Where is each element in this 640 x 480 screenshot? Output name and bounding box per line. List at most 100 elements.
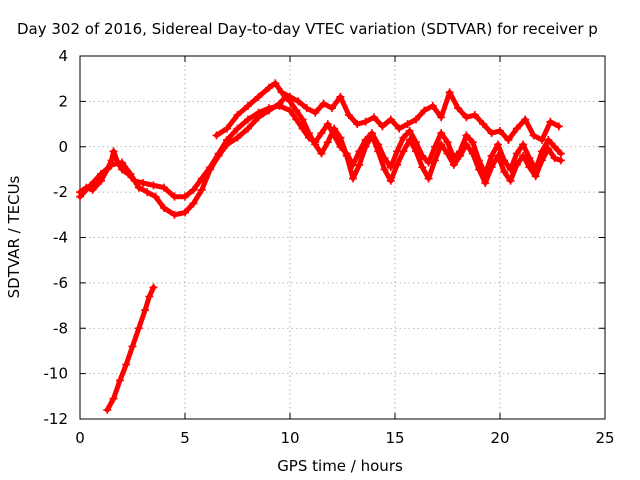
y-tick-label: 0 bbox=[58, 138, 68, 156]
data-point bbox=[317, 149, 326, 158]
data-point bbox=[330, 124, 339, 133]
data-point bbox=[118, 158, 126, 167]
data-point bbox=[521, 115, 530, 124]
data-point bbox=[554, 122, 563, 131]
data-point bbox=[479, 120, 488, 129]
data-point bbox=[244, 115, 252, 124]
data-point bbox=[328, 104, 336, 113]
data-point bbox=[512, 149, 521, 158]
data-point bbox=[405, 135, 414, 144]
data-point bbox=[170, 192, 179, 201]
data-point bbox=[126, 169, 135, 178]
data-point bbox=[323, 120, 332, 129]
data-point bbox=[437, 140, 446, 149]
data-point bbox=[139, 179, 147, 188]
data-point bbox=[399, 147, 408, 156]
data-point bbox=[206, 165, 215, 174]
data-point bbox=[529, 131, 538, 140]
data-point bbox=[504, 135, 513, 144]
data-point bbox=[462, 113, 471, 122]
y-tick-label: -8 bbox=[53, 319, 68, 337]
data-point bbox=[550, 154, 559, 163]
data-point bbox=[107, 160, 116, 169]
data-point bbox=[141, 306, 150, 315]
data-point bbox=[344, 110, 353, 119]
x-tick-label: 20 bbox=[490, 429, 509, 447]
data-point bbox=[115, 376, 124, 385]
data-point bbox=[342, 151, 351, 160]
data-point bbox=[233, 133, 242, 142]
data-point bbox=[197, 185, 206, 194]
data-point bbox=[122, 360, 131, 369]
x-tick-label: 25 bbox=[595, 429, 614, 447]
data-point bbox=[443, 149, 452, 158]
x-tick-label: 15 bbox=[385, 429, 404, 447]
data-point bbox=[412, 115, 420, 124]
data-point bbox=[468, 138, 477, 147]
data-point bbox=[353, 120, 362, 129]
data-point bbox=[403, 120, 412, 129]
data-point bbox=[437, 113, 446, 122]
data-point bbox=[286, 92, 294, 101]
axis-tick-labels: 0 5 10 15 20 25 -12 -10 -8 -6 -4 -2 0 2 4 bbox=[44, 47, 615, 447]
data-point bbox=[456, 151, 465, 160]
data-point bbox=[143, 188, 152, 197]
data-point bbox=[512, 160, 521, 169]
data-point bbox=[531, 172, 540, 181]
data-point bbox=[399, 133, 408, 142]
data-point bbox=[244, 101, 252, 110]
data-point bbox=[428, 101, 437, 110]
data-point bbox=[361, 142, 370, 151]
data-point bbox=[181, 192, 189, 201]
data-point bbox=[244, 124, 252, 133]
data-point bbox=[265, 106, 273, 115]
data-point bbox=[374, 147, 383, 156]
data-point bbox=[445, 88, 454, 97]
data-point bbox=[405, 126, 414, 135]
data-point bbox=[395, 124, 404, 133]
x-axis-label: GPS time / hours bbox=[277, 457, 403, 475]
data-point bbox=[160, 183, 168, 192]
data-point bbox=[223, 124, 231, 133]
data-point bbox=[88, 185, 97, 194]
data-point bbox=[386, 115, 395, 124]
data-point bbox=[109, 394, 118, 403]
data-point bbox=[367, 131, 376, 140]
data-point bbox=[487, 129, 496, 138]
data-point bbox=[538, 156, 546, 165]
data-point bbox=[493, 151, 502, 160]
data-point bbox=[355, 160, 364, 169]
data-point bbox=[311, 108, 320, 117]
data-point bbox=[424, 174, 433, 183]
data-point bbox=[323, 138, 332, 147]
data-point bbox=[430, 156, 439, 165]
y-axis-label: SDTVAR / TECUs bbox=[5, 175, 23, 298]
data-point bbox=[378, 122, 387, 131]
data-point bbox=[151, 192, 160, 201]
data-point bbox=[496, 126, 504, 135]
data-point bbox=[294, 97, 303, 106]
data-point bbox=[449, 160, 458, 169]
data-point bbox=[336, 133, 345, 142]
data-point bbox=[443, 138, 452, 147]
data-point bbox=[550, 142, 559, 151]
data-point bbox=[420, 106, 429, 115]
data-point bbox=[380, 165, 389, 174]
data-point bbox=[160, 204, 168, 213]
data-point bbox=[265, 83, 273, 92]
x-tick-label: 5 bbox=[180, 429, 190, 447]
series-upper-trace bbox=[212, 79, 563, 144]
data-point bbox=[475, 165, 483, 174]
data-point bbox=[481, 179, 490, 188]
data-point bbox=[254, 92, 263, 101]
data-point bbox=[546, 117, 555, 126]
data-point bbox=[214, 151, 223, 160]
data-point bbox=[430, 142, 439, 151]
data-point bbox=[470, 110, 479, 119]
data-point bbox=[271, 79, 280, 88]
data-points bbox=[76, 79, 565, 414]
data-point bbox=[393, 160, 402, 169]
data-point bbox=[462, 131, 471, 140]
